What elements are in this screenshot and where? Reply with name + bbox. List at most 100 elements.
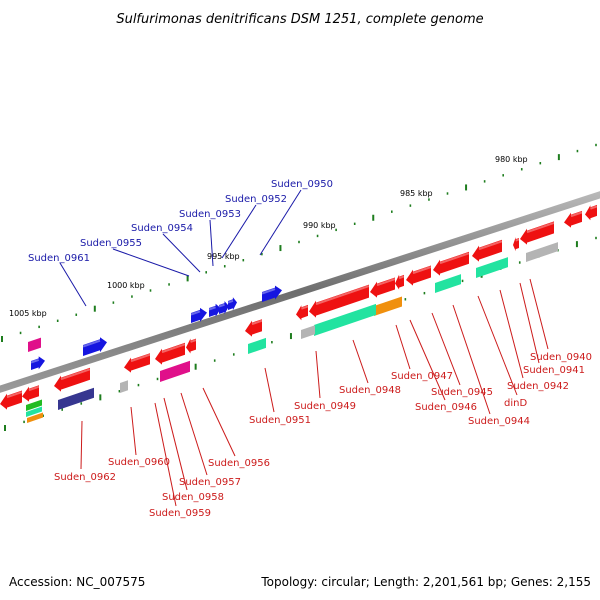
leader-suden-0946: [409, 319, 446, 401]
gene-label-suden-0959[interactable]: Suden_0959: [149, 508, 211, 519]
gene-red-0943[interactable]: [513, 237, 519, 252]
gene-red-0963-shine: [28, 385, 40, 392]
gene-suden-0957-shine: [161, 343, 186, 354]
gene-suden-0954[interactable]: [228, 297, 237, 311]
gene-teal-0945[interactable]: [435, 274, 461, 293]
gene-magenta-0958[interactable]: [160, 360, 190, 382]
leader-suden-0941: [519, 282, 540, 364]
gene-suden-0957[interactable]: [155, 342, 185, 365]
leader-suden-0956: [202, 387, 236, 457]
gene-label-suden-0950[interactable]: Suden_0950: [271, 179, 333, 190]
gene-suden-0946[interactable]: [406, 265, 431, 286]
leader-suden-0947: [395, 324, 411, 370]
gene-label-suden-0946[interactable]: Suden_0946: [415, 402, 477, 413]
gene-red-0940a-shine: [590, 205, 598, 210]
gene-label-suden-0954[interactable]: Suden_0954: [131, 223, 193, 234]
scale-labels: 980 kbp 985 kbp 990 kbp 995 kbp 1000 kbp…: [9, 155, 528, 318]
gene-suden-0950-shine: [261, 288, 276, 295]
gene-magenta-left[interactable]: [28, 337, 41, 352]
gene-gray-0941[interactable]: [526, 242, 558, 262]
gene-orange-0948[interactable]: [374, 296, 402, 316]
gene-teal-0963[interactable]: [26, 406, 42, 417]
kbp-label-1000: 1000 kbp: [107, 281, 145, 290]
gene-label-suden-0962[interactable]: Suden_0962: [54, 472, 116, 483]
gene-red-0964-shine: [6, 391, 23, 399]
gene-suden-0953[interactable]: [219, 301, 229, 315]
gene-gray-0949[interactable]: [301, 325, 315, 339]
gene-label-suden-0949[interactable]: Suden_0949: [294, 401, 356, 412]
gene-teal-0949[interactable]: [314, 303, 376, 336]
gene-label-suden-0958[interactable]: Suden_0958: [162, 492, 224, 503]
gene-navy-0962[interactable]: [58, 387, 94, 410]
leader-suden-0940: [529, 278, 549, 350]
kbp-label-980: 980 kbp: [495, 155, 528, 164]
gene-label-suden-0951[interactable]: Suden_0951: [249, 415, 311, 426]
gene-blue-small[interactable]: [31, 356, 45, 370]
gene-label-suden-0945[interactable]: Suden_0945: [431, 387, 493, 398]
gene-teal-0951[interactable]: [248, 337, 266, 354]
gene-suden-0942[interactable]: [520, 221, 554, 245]
gene-label-suden-0955[interactable]: Suden_0955: [80, 238, 142, 249]
gene-suden-0948[interactable]: [370, 277, 395, 298]
leader-suden-0955: [112, 248, 190, 277]
gene-label-suden-0944[interactable]: Suden_0944: [468, 416, 530, 427]
gene-label-suden-0952[interactable]: Suden_0952: [225, 194, 287, 205]
gene-suden-0955[interactable]: [191, 307, 207, 323]
gene-label-suden-0956[interactable]: Suden_0956: [208, 458, 270, 469]
leader-suden-0953: [209, 219, 214, 267]
kbp-label-990: 990 kbp: [303, 221, 336, 230]
gene-suden-0945[interactable]: [433, 251, 469, 276]
topology-summary: Topology: circular; Length: 2,201,561 bp…: [260, 575, 591, 589]
leader-suden-0960: [130, 406, 137, 456]
gene-suden-0960-shine: [130, 353, 151, 363]
gene-suden-0950[interactable]: [262, 285, 282, 302]
gene-green-0963[interactable]: [26, 399, 42, 411]
gene-suden-0955-shine: [190, 310, 201, 316]
gene-teal-0944[interactable]: [476, 257, 508, 278]
gene-suden-0947[interactable]: [395, 274, 404, 290]
gene-red-0949b[interactable]: [296, 304, 308, 321]
gene-red-0940b[interactable]: [564, 210, 582, 228]
reverse-gene-labels: Suden_0940 Suden_0941 Suden_0942 dinD Su…: [54, 352, 592, 519]
gene-gray-0959[interactable]: [120, 380, 128, 393]
leader-suden-0950: [259, 189, 302, 256]
leader-suden-0949: [315, 350, 321, 399]
gene-orange-0963[interactable]: [27, 412, 43, 423]
map-title: Sulfurimonas denitrificans DSM 1251, com…: [116, 12, 483, 27]
gene-label-suden-0940[interactable]: Suden_0940: [530, 352, 592, 363]
gene-suden-0961[interactable]: [83, 337, 107, 356]
gene-suden-0948-shine: [376, 278, 396, 287]
gene-suden-0956[interactable]: [186, 338, 196, 354]
leader-suden-0959: [154, 402, 177, 507]
gene-label-suden-0960[interactable]: Suden_0960: [108, 457, 170, 468]
gene-suden-0945-shine: [439, 252, 470, 265]
gene-label-suden-0942[interactable]: Suden_0942: [507, 381, 569, 392]
gene-label-suden-0961[interactable]: Suden_0961: [28, 253, 90, 264]
backbone-line: [0, 191, 600, 393]
gene-label-dind[interactable]: dinD: [504, 398, 527, 409]
kbp-label-1005: 1005 kbp: [9, 309, 47, 318]
gene-suden-0960[interactable]: [124, 353, 150, 373]
gene-suden-0962[interactable]: [54, 367, 90, 392]
gene-label-suden-0948[interactable]: Suden_0948: [339, 385, 401, 396]
accession-text: Accession: NC_007575: [9, 575, 145, 589]
gene-label-suden-0953[interactable]: Suden_0953: [179, 209, 241, 220]
gene-suden-0944-shine: [478, 240, 503, 251]
gene-red-0964[interactable]: [0, 390, 22, 410]
gene-suden-0951[interactable]: [245, 319, 262, 337]
gene-red-0963[interactable]: [22, 385, 39, 402]
gene-suden-0952-shine: [208, 306, 216, 311]
gene-label-suden-0957[interactable]: Suden_0957: [179, 477, 241, 488]
gene-red-0943-shine: [515, 238, 520, 242]
gene-blue-small-shine: [30, 358, 40, 364]
gene-suden-0949[interactable]: [309, 284, 369, 318]
gene-red-0940a[interactable]: [585, 204, 597, 221]
gene-suden-0952[interactable]: [209, 303, 221, 317]
gene-red-0949b-shine: [301, 305, 309, 310]
gene-suden-0962-shine: [60, 368, 91, 381]
gene-suden-0944[interactable]: [472, 239, 502, 262]
gene-label-suden-0941[interactable]: Suden_0941: [523, 365, 585, 376]
leader-suden-0952: [221, 204, 257, 259]
gene-label-suden-0947[interactable]: Suden_0947: [391, 371, 453, 382]
leader-suden-0961: [59, 262, 87, 307]
